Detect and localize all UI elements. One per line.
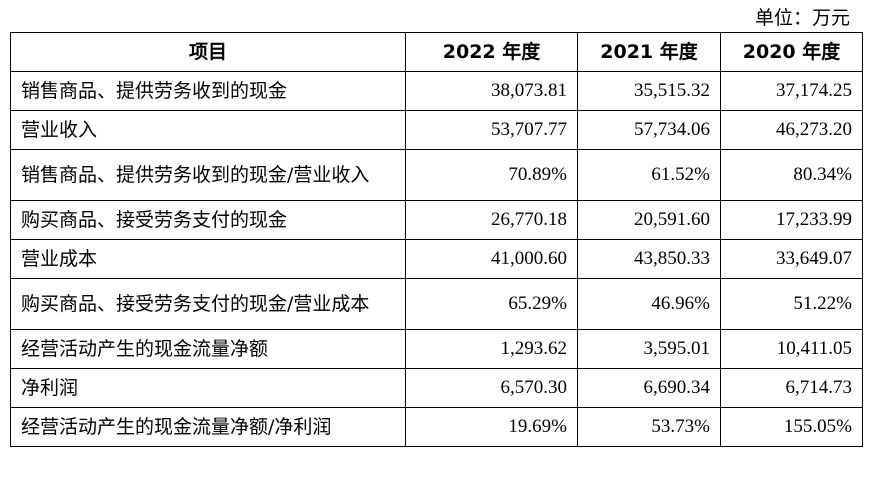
cash-flow-table: 项目 2022 年度 2021 年度 2020 年度 销售商品、提供劳务收到的现…	[10, 32, 863, 447]
value-2021: 46.96%	[577, 278, 721, 330]
value-2020: 17,233.99	[720, 200, 863, 240]
value-2021: 57,734.06	[577, 110, 721, 150]
table-header-row: 项目 2022 年度 2021 年度 2020 年度	[10, 32, 863, 72]
table-row: 营业成本 41,000.60 43,850.33 33,649.07	[10, 239, 863, 279]
row-label: 经营活动产生的现金流量净额/净利润	[10, 407, 406, 447]
value-2020: 6,714.73	[720, 368, 863, 408]
unit-label: 单位：万元	[754, 7, 850, 29]
value-2021: 53.73%	[577, 407, 721, 447]
row-label: 营业成本	[10, 239, 406, 279]
value-2021: 6,690.34	[577, 368, 721, 408]
table-row: 购买商品、接受劳务支付的现金 26,770.18 20,591.60 17,23…	[10, 200, 863, 240]
value-2022: 41,000.60	[405, 239, 578, 279]
value-2020: 46,273.20	[720, 110, 863, 150]
table-row: 销售商品、提供劳务收到的现金 38,073.81 35,515.32 37,17…	[10, 71, 863, 111]
value-2022: 53,707.77	[405, 110, 578, 150]
value-2021: 3,595.01	[577, 329, 721, 369]
header-2022: 2022 年度	[405, 32, 578, 72]
table-row: 净利润 6,570.30 6,690.34 6,714.73	[10, 368, 863, 408]
value-2022: 1,293.62	[405, 329, 578, 369]
row-label: 销售商品、提供劳务收到的现金	[10, 71, 406, 111]
value-2020: 51.22%	[720, 278, 863, 330]
table-row: 营业收入 53,707.77 57,734.06 46,273.20	[10, 110, 863, 150]
row-label: 经营活动产生的现金流量净额	[10, 329, 406, 369]
row-label: 营业收入	[10, 110, 406, 150]
value-2022: 65.29%	[405, 278, 578, 330]
row-label: 购买商品、接受劳务支付的现金/营业成本	[10, 278, 406, 330]
table-row: 经营活动产生的现金流量净额 1,293.62 3,595.01 10,411.0…	[10, 329, 863, 369]
value-2021: 35,515.32	[577, 71, 721, 111]
value-2020: 10,411.05	[720, 329, 863, 369]
row-label: 净利润	[10, 368, 406, 408]
value-2022: 6,570.30	[405, 368, 578, 408]
row-label: 购买商品、接受劳务支付的现金	[10, 200, 406, 240]
value-2022: 26,770.18	[405, 200, 578, 240]
table-row: 购买商品、接受劳务支付的现金/营业成本 65.29% 46.96% 51.22%	[10, 278, 863, 330]
value-2020: 37,174.25	[720, 71, 863, 111]
value-2022: 19.69%	[405, 407, 578, 447]
table-row: 经营活动产生的现金流量净额/净利润 19.69% 53.73% 155.05%	[10, 407, 863, 447]
row-label: 销售商品、提供劳务收到的现金/营业收入	[10, 149, 406, 201]
header-2021: 2021 年度	[577, 32, 721, 72]
value-2021: 20,591.60	[577, 200, 721, 240]
value-2020: 33,649.07	[720, 239, 863, 279]
value-2022: 70.89%	[405, 149, 578, 201]
value-2020: 80.34%	[720, 149, 863, 201]
value-2022: 38,073.81	[405, 71, 578, 111]
value-2021: 43,850.33	[577, 239, 721, 279]
value-2020: 155.05%	[720, 407, 863, 447]
header-item: 项目	[10, 32, 406, 72]
table-row: 销售商品、提供劳务收到的现金/营业收入 70.89% 61.52% 80.34%	[10, 149, 863, 201]
header-2020: 2020 年度	[720, 32, 863, 72]
value-2021: 61.52%	[577, 149, 721, 201]
